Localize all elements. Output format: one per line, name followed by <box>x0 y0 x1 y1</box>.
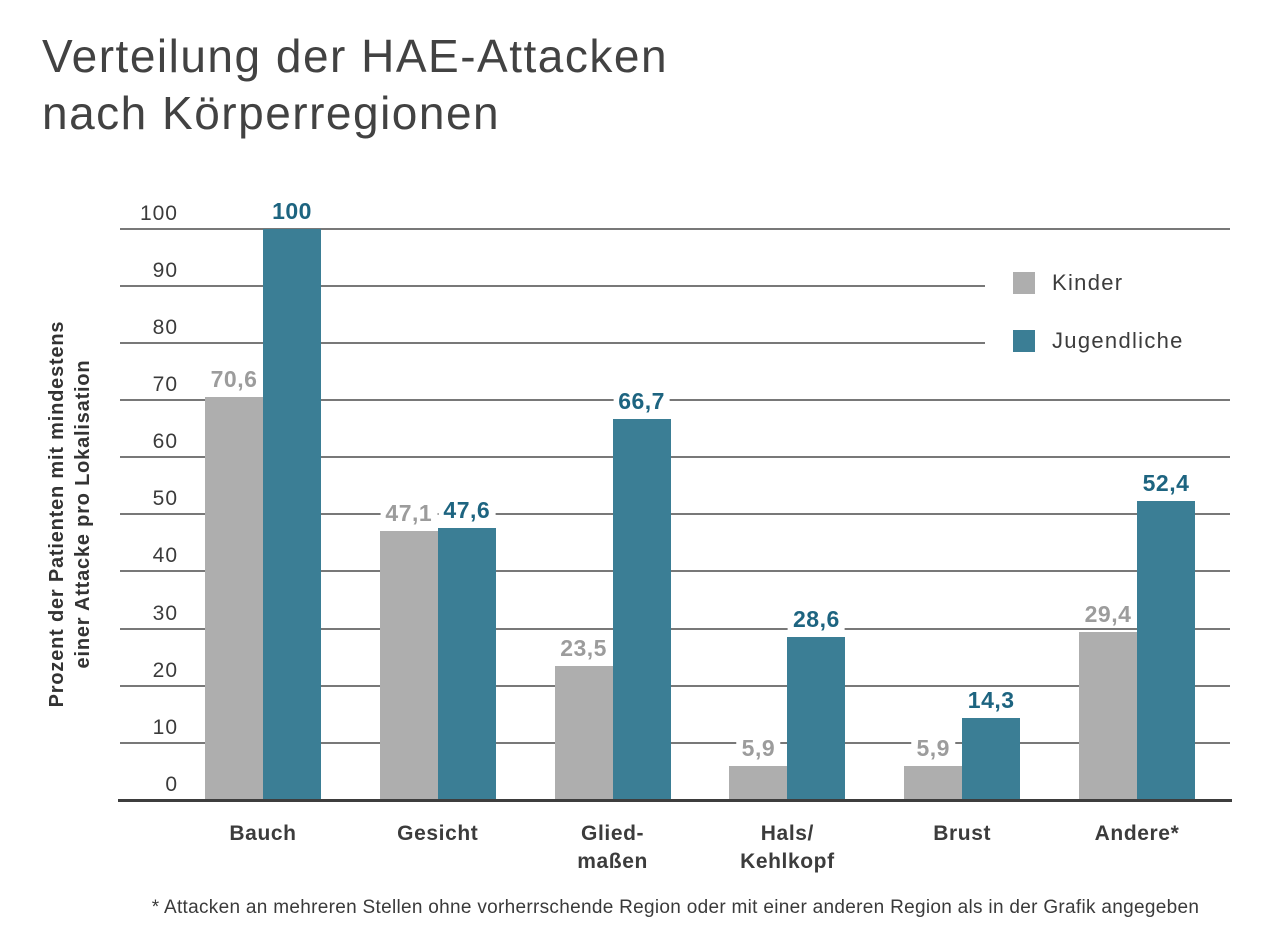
y-tick-label-10: 10 <box>152 715 178 739</box>
bar-jugendliche-0 <box>263 228 321 800</box>
value-label-kinder-5: 29,4 <box>1079 601 1137 628</box>
gridline-60 <box>120 456 1230 459</box>
chart-title-line2: nach Körperregionen <box>42 87 501 139</box>
x-category-label-3: Hals/Kehlkopf <box>740 822 835 873</box>
gridline-80 <box>120 341 1230 344</box>
y-tick-label-80: 80 <box>152 315 178 339</box>
value-label-jugendliche-3: 28,6 <box>788 605 845 633</box>
bar-kinder-4 <box>904 766 963 800</box>
legend-label-kinder: Kinder <box>1052 270 1124 295</box>
y-tick-label-0: 0 <box>165 773 178 796</box>
bar-kinder-0 <box>205 396 263 800</box>
bar-kinder-3 <box>729 766 788 800</box>
x-category-label-4: Brust <box>933 822 992 845</box>
gridline-70 <box>120 399 1230 402</box>
value-label-kinder-1: 47,1 <box>380 499 438 527</box>
y-tick-label-20: 20 <box>152 658 178 682</box>
bar-kinder-2 <box>554 665 613 800</box>
x-category-label-5: Andere* <box>1094 822 1180 845</box>
legend-item-jugendliche: Jugendliche <box>1013 328 1184 354</box>
chart-title: Verteilung der HAE-Attacken nach Körperre… <box>42 28 668 142</box>
bar-kinder-5 <box>1079 632 1137 800</box>
value-label-kinder-3: 5,9 <box>736 735 781 763</box>
y-tick-label-40: 40 <box>152 544 178 568</box>
bar-jugendliche-1 <box>437 528 496 800</box>
gridline-50 <box>120 513 1230 516</box>
y-tick-label-50: 50 <box>152 487 178 511</box>
footnote: * Attacken an mehreren Stellen ohne vorh… <box>151 897 1200 918</box>
y-tick-label-30: 30 <box>152 601 178 625</box>
y-tick-label-70: 70 <box>152 373 178 397</box>
bar-jugendliche-5 <box>1137 500 1195 800</box>
legend-swatch-jugendliche <box>1013 330 1035 352</box>
bar-jugendliche-4 <box>962 718 1021 800</box>
gridline-10 <box>120 741 1230 744</box>
y-tick-label-100: 100 <box>139 201 178 225</box>
value-label-jugendliche-1: 47,6 <box>438 497 496 524</box>
x-category-label-2: Glied-maßen <box>577 822 648 873</box>
x-category-label-0: Bauch <box>229 822 297 845</box>
bar-jugendliche-2 <box>612 418 671 800</box>
gridline-100 <box>120 227 1230 230</box>
value-label-jugendliche-5: 52,4 <box>1137 469 1195 497</box>
gridline-20 <box>120 684 1230 687</box>
gridline-90 <box>120 284 1230 287</box>
legend-label-jugendliche: Jugendliche <box>1052 328 1184 353</box>
gridline-40 <box>120 570 1230 573</box>
legend-item-kinder: Kinder <box>1013 270 1123 296</box>
value-label-jugendliche-4: 14,3 <box>962 687 1020 715</box>
legend-swatch-kinder <box>1013 272 1035 294</box>
value-label-jugendliche-0: 100 <box>267 197 317 225</box>
gridline-30 <box>120 627 1230 630</box>
x-axis-line <box>118 798 1232 802</box>
x-category-label-1: Gesicht <box>397 822 479 845</box>
bar-jugendliche-3 <box>787 636 846 800</box>
bar-kinder-1 <box>379 530 438 800</box>
value-label-kinder-4: 5,9 <box>911 735 955 763</box>
y-tick-label-90: 90 <box>152 258 178 282</box>
y-tick-label-60: 60 <box>152 430 178 454</box>
value-label-jugendliche-2: 66,7 <box>613 387 670 415</box>
value-label-kinder-2: 23,5 <box>555 634 612 662</box>
value-label-kinder-0: 70,6 <box>205 365 263 393</box>
chart-title-line1: Verteilung der HAE-Attacken <box>42 30 669 82</box>
legend: Kinder Jugendliche <box>985 247 1235 379</box>
